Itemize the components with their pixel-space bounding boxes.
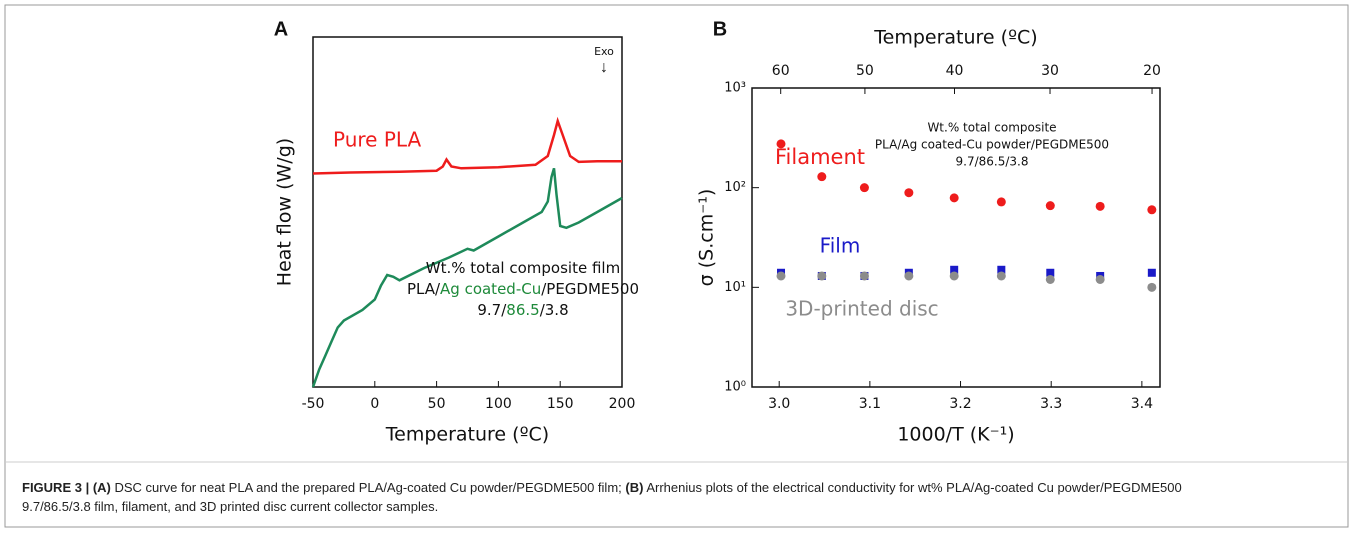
x-tick-label: 50	[428, 396, 446, 412]
x2-tick-label: 20	[1143, 63, 1161, 79]
point	[817, 172, 827, 182]
x-tick-label: 200	[609, 396, 636, 412]
y-tick-label: 10¹	[724, 280, 746, 295]
y-tick-label: 10³	[724, 81, 746, 96]
point	[904, 271, 914, 281]
annotation: PLA/Ag coated-Cu/PEGDME500	[407, 280, 639, 298]
y-axis-label: Heat flow (W/g)	[274, 138, 296, 286]
plot-frame	[312, 36, 623, 388]
annotation-part: 86.5	[506, 301, 539, 319]
x-tick-label: -50	[302, 396, 325, 412]
x-tick-label: 3.4	[1131, 396, 1153, 412]
series-label: Pure PLA	[333, 128, 421, 152]
annotation-part: /3.8	[540, 301, 569, 319]
x2-tick-label: 30	[1041, 63, 1059, 79]
panel-letter: B	[713, 18, 727, 40]
point	[776, 139, 786, 149]
x-tick-label: 3.2	[949, 396, 971, 412]
line	[312, 116, 622, 175]
caption-part: DSC curve for neat PLA and the prepared …	[110, 480, 626, 495]
point	[1095, 274, 1105, 284]
point	[1147, 268, 1156, 277]
x2-tick-label: 40	[946, 63, 964, 79]
point	[949, 193, 959, 203]
annotation-part: Wt.% total composite film	[426, 259, 620, 277]
x2-tick-label: 50	[856, 63, 874, 79]
annotation-part: Ag coated-Cu	[440, 280, 541, 298]
frame	[4, 4, 1349, 528]
point	[1147, 282, 1157, 292]
line	[311, 167, 623, 388]
x-tick-label: 3.3	[1040, 396, 1062, 412]
point	[1095, 201, 1105, 211]
x-tick-label: 3.1	[859, 396, 881, 412]
point	[1147, 205, 1157, 215]
annotation-part: /PEGDME500	[541, 280, 639, 298]
x-tick-label: 100	[485, 396, 512, 412]
point	[949, 271, 959, 281]
annotation: Wt.% total composite	[927, 121, 1056, 135]
exo-label: Exo	[594, 45, 614, 58]
annotation-part: PLA/	[407, 280, 441, 298]
exo-arrow: ↓	[600, 59, 608, 76]
point	[950, 265, 959, 274]
point	[904, 188, 914, 198]
panel-letter: A	[274, 18, 288, 40]
point	[817, 271, 827, 281]
x-tick-label: 0	[370, 396, 379, 412]
annotation: 9.7/86.5/3.8	[477, 301, 568, 319]
y-axis-label: σ (S.cm⁻¹)	[696, 189, 718, 287]
annotation: PLA/Ag coated-Cu powder/PEGDME500	[875, 138, 1109, 152]
point	[1045, 274, 1055, 284]
x-axis-label: Temperature (ºC)	[385, 424, 549, 446]
x2-tick-label: 60	[772, 63, 790, 79]
caption-part: FIGURE 3 | (A)	[22, 480, 111, 495]
caption: FIGURE 3 | (A) DSC curve for neat PLA an…	[22, 478, 1222, 516]
x-tick-label: 150	[547, 396, 574, 412]
point	[996, 197, 1006, 207]
y-tick-label: 10⁰	[724, 380, 746, 395]
point	[859, 183, 869, 193]
point	[859, 271, 869, 281]
x-axis-label: 1000/T (K⁻¹)	[897, 424, 1014, 446]
caption-part: Arrhenius plots of the electrical conduc…	[22, 480, 1182, 514]
point	[1046, 268, 1055, 277]
x2-axis-label: Temperature (ºC)	[873, 27, 1037, 49]
annotation: 9.7/86.5/3.8	[956, 155, 1029, 169]
series-label: Filament	[775, 145, 865, 169]
series-label: 3D-printed disc	[785, 297, 938, 321]
point	[1045, 201, 1055, 211]
y-tick-label: 10²	[724, 180, 746, 195]
series-label: Film	[820, 234, 861, 258]
annotation-part: 9.7/	[477, 301, 507, 319]
annotation: Wt.% total composite film	[426, 259, 620, 277]
point	[776, 271, 786, 281]
caption-part: (B)	[625, 480, 644, 495]
point	[996, 271, 1006, 281]
x-tick-label: 3.0	[768, 396, 790, 412]
point	[997, 265, 1006, 274]
plot-frame	[751, 87, 1161, 388]
